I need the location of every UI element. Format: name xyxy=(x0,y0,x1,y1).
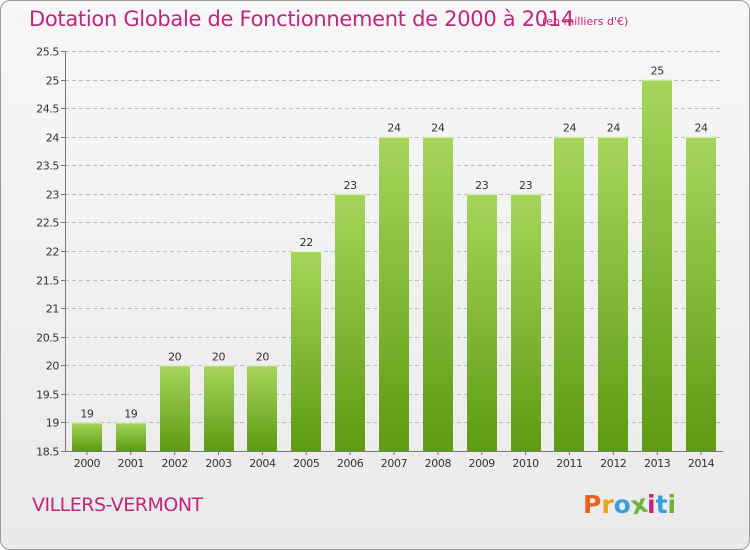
y-tick-label: 19.5 xyxy=(36,389,59,402)
logo-letter: i xyxy=(647,490,656,519)
logo-letter: r xyxy=(601,490,614,519)
y-tick-label: 23 xyxy=(46,189,60,202)
commune-name: VILLERS-VERMONT xyxy=(32,494,203,516)
x-tick-label: 2001 xyxy=(118,457,144,470)
x-tick-label: 2014 xyxy=(688,457,715,470)
logo-letter: o xyxy=(613,490,631,519)
y-tick-label: 22 xyxy=(46,246,59,259)
bar xyxy=(116,422,146,451)
data-label: 24 xyxy=(607,122,621,135)
y-tick-label: 25 xyxy=(46,75,60,88)
data-label: 23 xyxy=(344,179,358,192)
data-label: 23 xyxy=(519,179,533,192)
data-label: 24 xyxy=(387,122,401,135)
unit-note: (en milliers d'€) xyxy=(542,15,629,28)
bar xyxy=(554,136,584,451)
y-tick-label: 21.5 xyxy=(36,275,59,288)
x-tick-label: 2013 xyxy=(644,457,671,470)
data-label: 24 xyxy=(431,122,445,135)
x-tick-label: 2000 xyxy=(74,457,101,470)
data-label: 20 xyxy=(168,350,182,363)
x-tick-label: 2006 xyxy=(337,457,364,470)
y-tick-label: 18.5 xyxy=(36,446,59,459)
x-tick-label: 2012 xyxy=(600,457,626,470)
bar xyxy=(160,365,190,451)
labels: 18.5 19 19.5 20 20.5 21 21.5 22 22.5 23 23.5 24 24.5… xyxy=(36,46,715,471)
bar xyxy=(686,136,716,451)
bar xyxy=(72,422,102,451)
proxiti-logo: Proxiti xyxy=(583,489,677,521)
y-tick-label: 20 xyxy=(46,360,60,373)
data-label: 19 xyxy=(80,407,94,420)
axes xyxy=(61,51,723,455)
x-tick-label: 2008 xyxy=(425,457,452,470)
logo-letter: i xyxy=(667,490,677,519)
bar xyxy=(467,193,497,451)
data-label: 24 xyxy=(694,122,708,135)
data-label: 25 xyxy=(651,65,665,78)
y-tick-label: 24 xyxy=(46,132,60,145)
y-tick-label: 19 xyxy=(46,417,60,430)
bar xyxy=(291,251,321,451)
bar xyxy=(642,79,672,452)
y-tick-label: 23.5 xyxy=(36,160,59,173)
x-tick-label: 2009 xyxy=(469,457,496,470)
chart-title: Dotation Globale de Fonctionnement de 20… xyxy=(29,7,574,31)
x-tick-label: 2011 xyxy=(556,457,582,470)
y-tick-label: 21 xyxy=(46,303,59,316)
data-label: 24 xyxy=(563,122,577,135)
data-label: 19 xyxy=(124,407,138,420)
data-label: 20 xyxy=(212,350,226,363)
bar xyxy=(598,136,628,451)
bar xyxy=(379,136,409,451)
data-label: 23 xyxy=(475,179,489,192)
logo-letter: P xyxy=(583,490,602,519)
logo-letter: t xyxy=(655,490,668,519)
x-tick-label: 2007 xyxy=(381,457,408,470)
bar xyxy=(335,193,365,451)
x-tick-label: 2004 xyxy=(249,457,276,470)
bar xyxy=(511,193,541,451)
y-tick-label: 20.5 xyxy=(36,332,59,345)
x-tick-label: 2003 xyxy=(205,457,232,470)
y-tick-label: 22.5 xyxy=(36,217,59,230)
data-label: 22 xyxy=(300,236,313,249)
y-tick-label: 24.5 xyxy=(36,103,59,116)
bar xyxy=(204,365,234,451)
x-tick-label: 2010 xyxy=(512,457,539,470)
data-label: 20 xyxy=(256,350,270,363)
y-tick-label: 25.5 xyxy=(36,46,59,59)
bars xyxy=(72,79,716,452)
x-tick-label: 2005 xyxy=(293,457,320,470)
bar xyxy=(423,136,453,451)
x-tick-label: 2002 xyxy=(161,457,187,470)
bar xyxy=(247,365,277,451)
